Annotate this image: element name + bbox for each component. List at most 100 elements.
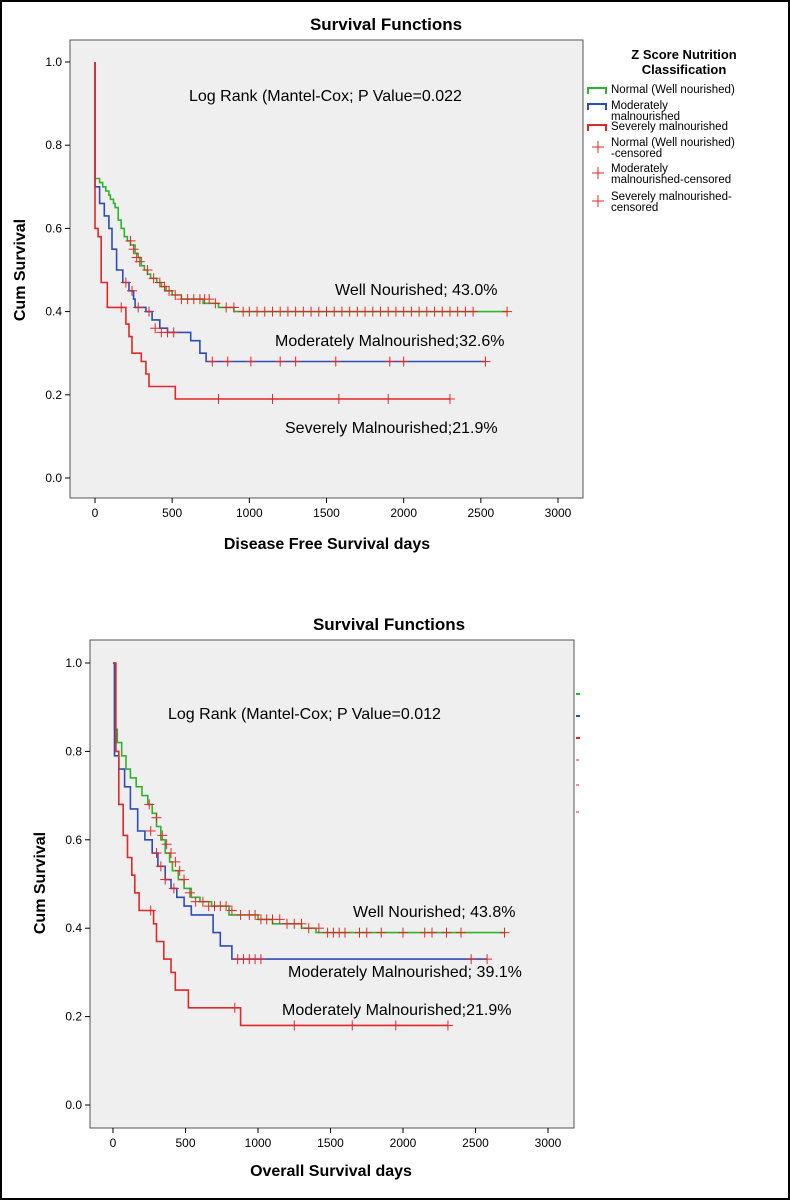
chart2-severe-annotation: Moderately Malnourished;21.9% [282,1002,511,1019]
censor-mark [290,356,301,367]
series-line-2 [94,62,450,400]
censor-mark [333,393,344,404]
x-tick-label: 2000 [390,506,417,520]
x-tick-label: 1000 [245,1136,272,1150]
censor-mark [207,356,218,367]
censor-mark [128,244,139,255]
censor-mark [250,909,261,920]
legend-entry-label: -censored [611,148,662,160]
censor-mark [168,883,179,894]
censor-mark [157,830,168,841]
censor-mark [145,905,156,916]
censor-mark [166,848,176,859]
censor-mark [150,323,161,334]
censor-mark [313,923,324,934]
censor-mark [213,393,224,404]
censor-mark [267,393,278,404]
y-tick-label: 0.8 [65,744,82,758]
series-line-1 [94,62,486,363]
chart1-title: Survival Functions [310,15,462,34]
y-tick-label: 0.6 [45,221,62,235]
censor-mark [340,927,350,938]
censor-mark [145,825,156,836]
censor-mark [480,356,491,367]
chart2-ylabel: Cum Survival [32,832,49,934]
legend-entry-3: Normal (Well nourished)-censored [592,137,735,160]
censor-mark [197,896,208,907]
x-tick-label: 2500 [462,1136,489,1150]
chart2-logrank-annotation: Log Rank (Mantel-Cox; P Value=0.012 [168,706,441,723]
chart2-title: Survival Functions [313,615,465,634]
x-tick-label: 1500 [313,506,340,520]
censor-mark [170,289,181,300]
x-tick-label: 500 [175,1136,195,1150]
censor-mark [384,356,395,367]
chart1-moderate-annotation: Moderately Malnourished;32.6% [275,333,504,350]
censor-mark [226,905,237,916]
censor-mark [444,393,455,404]
legend-line-swatch [587,87,607,94]
x-tick-label: 2000 [390,1136,417,1150]
legend-entry-2: Severely malnourished [587,121,728,133]
censor-mark [204,294,215,305]
legend-entry-label: censored [611,202,658,214]
y-tick-label: 0.6 [65,833,82,847]
censor-mark [255,954,266,965]
censor-mark [228,302,239,313]
chart-disease-free: Survival Functions 0 500 1000 1500 2000 2500 3… [12,15,737,553]
censor-mark [296,918,307,929]
chart1-plot-area [69,39,584,499]
censor-mark [235,909,246,920]
legend-entry-label: Moderately [611,163,668,175]
censor-mark [221,901,232,912]
censor-mark [116,302,127,313]
chart1-series [94,62,513,404]
x-tick-label: 500 [162,506,182,520]
x-tick-label: 1500 [317,1136,344,1150]
censor-mark [174,865,185,876]
chart1-logrank-annotation: Log Rank (Mantel-Cox; P Value=0.022 [189,88,462,105]
legend-entry-label: malnourished [611,111,680,123]
chart1-ticks: 0 500 1000 1500 2000 2500 3000 0.0 0.2 0.4 0.6 0.8 1… [45,55,571,520]
censor-mark [142,265,153,275]
chart1-severe-annotation: Severely Malnourished;21.9% [285,420,498,437]
censor-mark [127,285,138,296]
x-tick-label: 3000 [545,506,572,520]
y-tick-label: 0.4 [65,921,82,935]
censor-mark [210,298,221,309]
censor-mark [456,927,466,938]
censor-mark [468,306,479,317]
legend-title-line: Z Score Nutrition [631,47,737,62]
censor-mark [168,327,179,338]
censor-mark [289,1020,300,1031]
y-tick-label: 1.0 [45,55,62,69]
censor-mark [427,927,437,938]
censor-mark [303,923,314,934]
censor-mark [144,306,155,317]
censor-mark [466,954,477,965]
legend-entry-label: malnourished-censored [611,174,731,186]
censor-mark [390,1020,401,1031]
censor-mark [184,887,195,898]
legend-entry-0: Normal (Well nourished) [587,84,735,96]
x-tick-label: 0 [110,1136,117,1150]
legend-entry-label: Normal (Well nourished) [611,137,735,149]
censor-mark [222,356,233,367]
legend-title-line: Classification [642,62,727,77]
x-tick-label: 0 [92,506,99,520]
chart1-well-annotation: Well Nourished; 43.0% [335,282,497,299]
censor-mark [170,856,181,867]
censor-mark [383,393,394,404]
censor-mark [482,954,493,965]
censor-mark [159,281,170,292]
legend-entry-label: Normal (Well nourished) [611,84,735,96]
censor-mark [179,874,190,885]
censor-mark [151,812,162,823]
legend-entry-label: Moderately [611,100,668,112]
censor-mark [245,356,256,367]
censor-mark [442,1020,453,1031]
x-tick-label: 3000 [535,1136,562,1150]
censor-mark [144,799,155,810]
censor-mark [133,302,144,313]
